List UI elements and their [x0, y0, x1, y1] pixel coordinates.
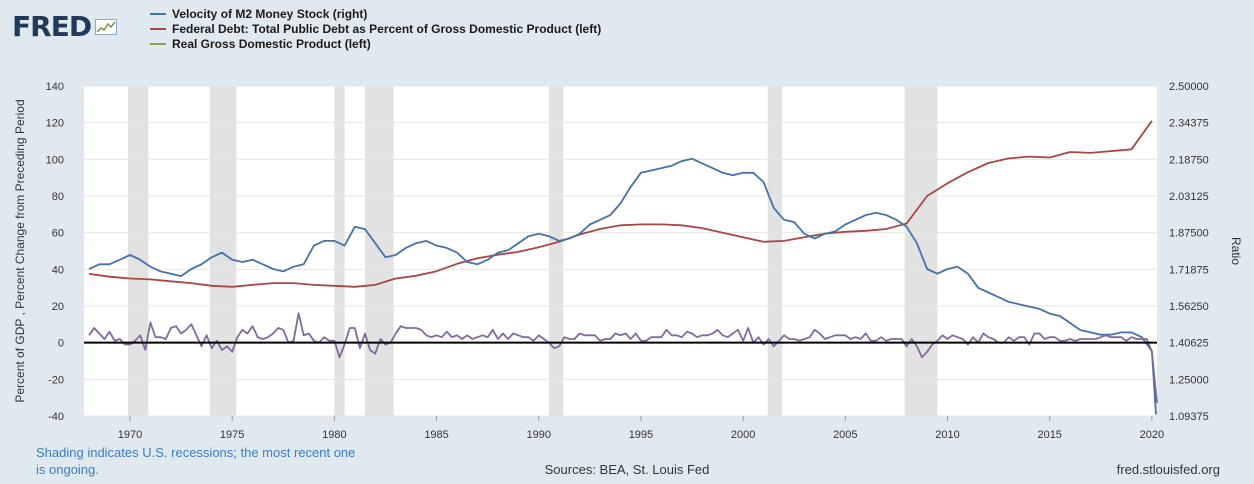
y-left-tick-label: 140 [46, 81, 64, 93]
x-tick-label: 1980 [322, 429, 346, 440]
x-tick-label: 1985 [424, 429, 448, 440]
legend-item-federal-debt: Federal Debt: Total Public Debt as Perce… [150, 21, 601, 36]
plot-area [84, 86, 1157, 416]
series-line-velocity [88, 157, 1157, 415]
y-left-tick-label: 0 [58, 338, 64, 350]
y-left-tick-label: 40 [52, 264, 64, 276]
y-right-tick-label: 1.40625 [1169, 338, 1209, 350]
series-line-real-gdp [88, 312, 1158, 404]
x-tick-label: 2010 [935, 429, 959, 440]
sources-text: Sources: BEA, St. Louis Fed [544, 462, 710, 477]
x-tick-label: 1990 [527, 429, 551, 440]
chart-trend-icon [95, 18, 118, 35]
site-url[interactable]: fred.stlouisfed.org [1116, 462, 1220, 477]
fred-logo-text: FRED [12, 10, 92, 43]
x-tick-label: 1995 [629, 429, 653, 440]
y-left-tick-label: 20 [52, 301, 64, 313]
y-right-tick-label: 1.09375 [1169, 411, 1209, 423]
legend-label-velocity: Velocity of M2 Money Stock (right) [172, 6, 368, 21]
y-axis-left-label: Percent of GDP , Percent Change from Pre… [13, 99, 27, 402]
recession-shading-note: Shading indicates U.S. recessions; the m… [36, 445, 356, 477]
x-tick-label: 2005 [833, 429, 857, 440]
x-tick-label: 1975 [220, 429, 244, 440]
legend-swatch-federal-debt [150, 27, 166, 30]
y-axis-right-label: Ratio [1229, 237, 1243, 265]
legend-label-federal-debt: Federal Debt: Total Public Debt as Perce… [172, 21, 602, 36]
line-chart: 140 120 100 80 60 40 20 0 -20 -40 2.50000 2.34375 2.… [13, 81, 1243, 440]
series-line-federal-debt [88, 120, 1153, 288]
y-right-tick-label: 1.25000 [1169, 374, 1209, 386]
y-right-tick-label: 2.03125 [1169, 191, 1209, 203]
recession-band-3 [365, 86, 394, 416]
recession-band-5 [767, 86, 782, 416]
x-tick-label: 1970 [118, 429, 142, 440]
chart-legend: Velocity of M2 Money Stock (right) Feder… [150, 6, 601, 51]
x-tick-label: 2015 [1037, 429, 1061, 440]
x-tick-label: 2000 [731, 429, 755, 440]
legend-swatch-velocity [150, 12, 166, 15]
x-tick-label: 2020 [1140, 429, 1164, 440]
y-left-tick-label: 80 [52, 191, 64, 203]
legend-swatch-real-gdp [150, 42, 166, 45]
y-left-tick-label: 120 [46, 118, 64, 130]
recession-band-4 [548, 86, 564, 416]
y-right-tick-label: 2.18750 [1169, 154, 1209, 166]
recession-band-0 [127, 86, 149, 416]
legend-item-real-gdp: Real Gross Domestic Product (left) [150, 36, 601, 51]
y-right-tick-label: 1.87500 [1169, 228, 1209, 240]
y-left-tick-label: -20 [48, 374, 64, 386]
recession-band-2 [334, 86, 345, 416]
y-left-tick-label: 100 [46, 154, 64, 166]
fred-logo: FRED [12, 10, 118, 43]
recession-band-1 [209, 86, 237, 416]
y-right-tick-label: 2.50000 [1169, 81, 1209, 93]
legend-item-velocity: Velocity of M2 Money Stock (right) [150, 6, 601, 21]
y-left-tick-label: 60 [52, 228, 64, 240]
y-right-tick-label: 2.34375 [1169, 118, 1209, 130]
y-right-tick-label: 1.56250 [1169, 301, 1209, 313]
y-left-tick-label: -40 [48, 411, 64, 423]
y-right-tick-label: 1.71875 [1169, 264, 1209, 276]
legend-label-real-gdp: Real Gross Domestic Product (left) [172, 36, 371, 51]
